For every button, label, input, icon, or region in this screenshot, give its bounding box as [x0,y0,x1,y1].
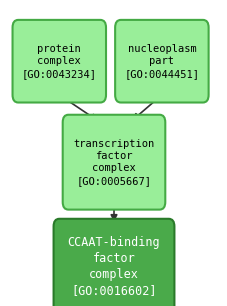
Text: CCAAT-binding
factor
complex
[GO:0016602]: CCAAT-binding factor complex [GO:0016602… [67,236,160,297]
FancyBboxPatch shape [62,115,165,210]
Text: nucleoplasm
part
[GO:0044451]: nucleoplasm part [GO:0044451] [124,44,198,79]
FancyBboxPatch shape [53,219,174,306]
Text: protein
complex
[GO:0043234]: protein complex [GO:0043234] [22,44,96,79]
FancyBboxPatch shape [115,20,208,103]
Text: transcription
factor
complex
[GO:0005667]: transcription factor complex [GO:0005667… [73,139,154,186]
FancyBboxPatch shape [12,20,106,103]
